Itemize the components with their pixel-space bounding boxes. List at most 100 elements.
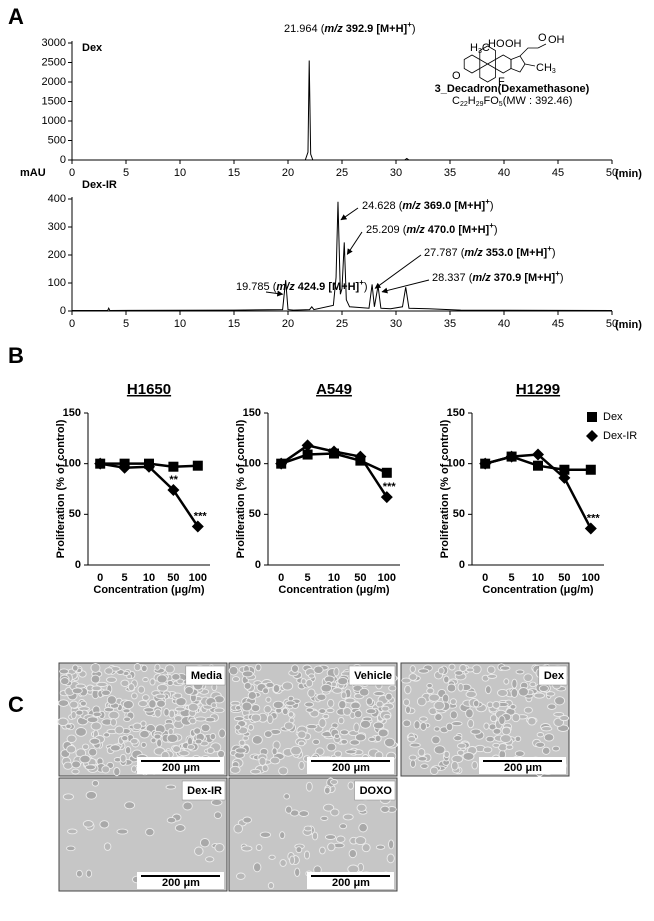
cell	[213, 707, 225, 714]
cell	[307, 688, 316, 698]
cell	[266, 714, 274, 725]
data-point	[329, 448, 339, 459]
cell	[337, 716, 345, 725]
cell	[471, 760, 478, 770]
annotation-arrow	[346, 231, 363, 255]
cell	[419, 716, 428, 722]
y-tick-label: 400	[48, 193, 66, 205]
data-point	[119, 458, 130, 469]
cell	[267, 882, 275, 890]
atom-label-part: C	[482, 42, 490, 54]
x-tick-label: 5	[123, 167, 129, 179]
cell	[409, 742, 421, 748]
cell	[416, 696, 427, 707]
y-tick-label: 100	[63, 458, 81, 470]
peak-annotation-part: 370.9 [M+H]	[491, 272, 556, 284]
cell	[499, 665, 511, 671]
atom-label-part: OH	[505, 38, 522, 50]
compound-formula-part: H	[468, 95, 476, 107]
data-point	[533, 460, 543, 471]
cell	[559, 715, 570, 722]
atom-label-part: OH	[548, 34, 565, 46]
data-point	[585, 464, 596, 475]
cell	[441, 693, 450, 704]
compound-formula-part: (MW : 392.46)	[503, 95, 573, 107]
cell	[443, 675, 450, 684]
cell	[305, 707, 314, 713]
cell	[457, 682, 464, 692]
peak-annotation-part: +	[489, 221, 494, 230]
peak-annotation-part: 28.337 (	[432, 272, 473, 284]
cell	[265, 681, 275, 689]
annotation-arrow	[265, 290, 284, 297]
data-point	[380, 491, 393, 504]
cell	[71, 768, 80, 775]
chromatogram-trace	[72, 60, 612, 161]
cell	[140, 720, 147, 727]
atom-label: HO	[488, 38, 505, 50]
cell	[377, 728, 389, 738]
y-axis-label: mAU	[20, 167, 46, 179]
cell	[250, 768, 262, 775]
cell	[320, 815, 329, 821]
cell	[408, 754, 418, 761]
x-tick-label: 10	[532, 572, 544, 584]
atom-label-part: 3	[478, 48, 482, 55]
cell	[373, 691, 385, 697]
cell	[278, 766, 289, 776]
cell	[236, 872, 246, 880]
cell	[386, 853, 395, 864]
cell	[175, 697, 187, 707]
cell	[283, 721, 294, 731]
peak-annotation: 25.209 (m/z 470.0 [M+H]+)	[366, 221, 498, 236]
cell	[492, 700, 501, 709]
cell	[194, 716, 207, 722]
cell	[552, 745, 560, 752]
y-axis-label: Proliferation (% of control)	[55, 419, 67, 558]
cell	[339, 729, 349, 736]
cell	[106, 695, 117, 705]
peak-annotation-part: 25.209 (	[366, 224, 407, 236]
data-point	[480, 458, 491, 469]
cell	[141, 694, 150, 701]
panel-label: B	[8, 343, 24, 368]
significance-label: ***	[383, 481, 397, 493]
cell	[176, 678, 185, 685]
cell	[231, 676, 241, 683]
cell	[485, 735, 495, 743]
chart-title: Dex-IR	[82, 179, 117, 191]
cell	[330, 808, 340, 817]
cell	[242, 735, 249, 741]
cell	[90, 674, 101, 684]
cell	[297, 740, 306, 747]
cell	[340, 691, 347, 700]
cell	[325, 707, 335, 714]
peak-annotation-part: m/z	[464, 247, 483, 259]
cell	[124, 801, 136, 810]
cell	[540, 726, 553, 732]
cell	[446, 683, 457, 693]
y-tick-label: 1500	[42, 95, 66, 107]
cell	[500, 734, 512, 744]
peak-annotation: 27.787 (m/z 353.0 [M+H]+)	[424, 244, 556, 259]
scale-label: 200 μm	[332, 877, 370, 889]
cell	[342, 813, 354, 821]
cell	[316, 693, 327, 701]
cell	[338, 700, 347, 710]
micrograph: Vehicle 200 μm	[228, 662, 398, 777]
cell	[358, 822, 368, 833]
cell	[205, 856, 215, 863]
cell	[290, 745, 302, 756]
micrograph-label: DOXO	[360, 785, 393, 797]
cell	[529, 681, 537, 688]
cell	[285, 805, 293, 814]
cell	[472, 699, 480, 708]
atom-label: H3C	[470, 42, 490, 55]
cell	[124, 746, 132, 755]
x-tick-label: 50	[167, 572, 179, 584]
data-point	[192, 460, 203, 471]
cell	[247, 724, 255, 731]
cell	[214, 843, 225, 853]
x-axis-label: Concentration (μg/m)	[278, 584, 390, 596]
cell	[66, 734, 77, 743]
